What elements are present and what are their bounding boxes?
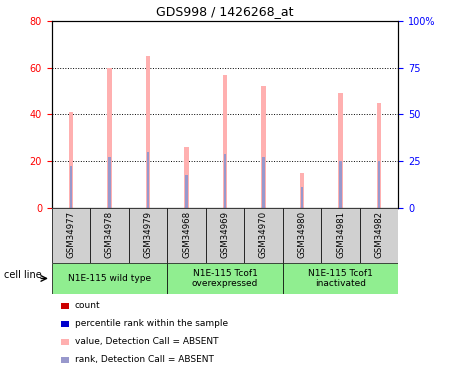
Text: GSM34978: GSM34978 xyxy=(105,211,114,258)
Text: value, Detection Call = ABSENT: value, Detection Call = ABSENT xyxy=(75,337,218,346)
Text: GSM34979: GSM34979 xyxy=(144,211,153,258)
Text: GSM34969: GSM34969 xyxy=(220,211,230,258)
Bar xyxy=(377,103,381,208)
Bar xyxy=(301,187,303,208)
Bar xyxy=(338,93,343,208)
Text: GSM34977: GSM34977 xyxy=(67,211,76,258)
Bar xyxy=(224,154,226,208)
Bar xyxy=(321,208,360,262)
Text: percentile rank within the sample: percentile rank within the sample xyxy=(75,319,228,328)
Text: GSM34982: GSM34982 xyxy=(374,211,383,258)
Bar xyxy=(223,75,227,208)
Bar xyxy=(146,56,150,208)
Bar xyxy=(378,161,380,208)
Text: N1E-115 Tcof1
inactivated: N1E-115 Tcof1 inactivated xyxy=(308,269,373,288)
Text: GSM34970: GSM34970 xyxy=(259,211,268,258)
Text: GSM34968: GSM34968 xyxy=(182,211,191,258)
Text: count: count xyxy=(75,301,100,310)
Text: N1E-115 wild type: N1E-115 wild type xyxy=(68,274,151,283)
Bar xyxy=(244,208,283,262)
Bar xyxy=(107,68,112,208)
Text: cell line: cell line xyxy=(4,270,42,280)
Title: GDS998 / 1426268_at: GDS998 / 1426268_at xyxy=(156,5,294,18)
Bar xyxy=(108,157,111,208)
Bar xyxy=(69,112,73,208)
Bar xyxy=(360,208,398,262)
Text: N1E-115 Tcof1
overexpressed: N1E-115 Tcof1 overexpressed xyxy=(192,269,258,288)
Bar xyxy=(206,208,244,262)
Bar xyxy=(147,152,149,208)
Bar xyxy=(90,208,129,262)
Bar xyxy=(52,262,167,294)
Bar xyxy=(167,208,206,262)
Bar xyxy=(261,86,266,208)
Text: GSM34980: GSM34980 xyxy=(297,211,306,258)
Bar xyxy=(283,262,398,294)
Text: GSM34981: GSM34981 xyxy=(336,211,345,258)
Bar xyxy=(70,166,72,208)
Bar xyxy=(283,208,321,262)
Bar xyxy=(185,176,188,208)
Bar xyxy=(52,208,90,262)
Bar xyxy=(300,173,304,208)
Text: rank, Detection Call = ABSENT: rank, Detection Call = ABSENT xyxy=(75,355,214,364)
Bar xyxy=(339,161,342,208)
Bar xyxy=(167,262,283,294)
Bar xyxy=(129,208,167,262)
Bar xyxy=(184,147,189,208)
Bar xyxy=(262,157,265,208)
